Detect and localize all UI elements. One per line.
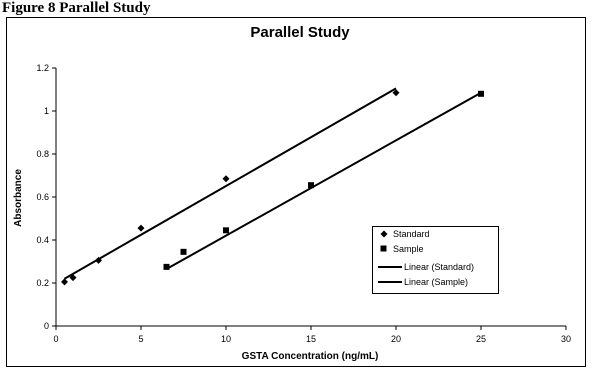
- sample-data-point: [478, 90, 484, 97]
- x-tick-label: 20: [391, 334, 401, 344]
- trendline-sample: [166, 91, 482, 270]
- x-tick-label: 10: [221, 334, 231, 344]
- standard-data-point: [95, 256, 102, 264]
- x-axis-label: GSTA Concentration (ng/mL): [242, 351, 379, 362]
- legend-square-icon: [380, 245, 387, 252]
- standard-data-point: [392, 89, 400, 97]
- y-tick-label: 0.2: [36, 278, 49, 288]
- y-tick-label: 0.8: [36, 149, 49, 159]
- sample-data-point: [163, 263, 170, 270]
- trendline-standard: [64, 87, 397, 280]
- y-tick-label: 1: [44, 106, 49, 116]
- y-axis-label: Absorbance: [13, 169, 24, 227]
- legend-standard-label: Standard: [393, 229, 430, 239]
- legend-linear-standard-label: Linear (Standard): [404, 262, 474, 272]
- legend-sample-label: Sample: [393, 244, 424, 254]
- figure-caption: Figure 8 Parallel Study: [2, 0, 151, 16]
- x-tick-label: 5: [138, 334, 143, 344]
- x-tick-label: 25: [476, 334, 486, 344]
- legend-diamond-icon: [380, 230, 388, 238]
- chart-frame: [6, 17, 586, 367]
- x-tick-label: 0: [53, 334, 58, 344]
- legend-linear-sample-label: Linear (Sample): [404, 277, 468, 287]
- x-tick-label: 30: [561, 334, 571, 344]
- trendline-group: [64, 87, 482, 280]
- y-tick-label: 0: [44, 321, 49, 331]
- tick-group: 0 0.2 0.4 0.6 0.8 1 1.2 0 5 10 15 20 25 30: [36, 63, 571, 344]
- y-tick-label: 0.4: [36, 235, 49, 245]
- chart-title: Parallel Study: [250, 24, 350, 41]
- sample-data-point: [223, 227, 229, 234]
- data-points-group: [61, 89, 484, 286]
- y-tick-label: 1.2: [36, 63, 49, 73]
- sample-data-point: [308, 182, 314, 189]
- y-tick-label: 0.6: [36, 192, 49, 202]
- standard-data-point: [61, 278, 68, 286]
- legend: Standard Sample Linear (Standard) Linear…: [372, 226, 499, 294]
- standard-data-point: [222, 175, 230, 183]
- x-tick-label: 15: [306, 334, 316, 344]
- standard-data-point: [137, 224, 145, 232]
- standard-data-point: [69, 274, 77, 282]
- sample-data-point: [180, 248, 187, 255]
